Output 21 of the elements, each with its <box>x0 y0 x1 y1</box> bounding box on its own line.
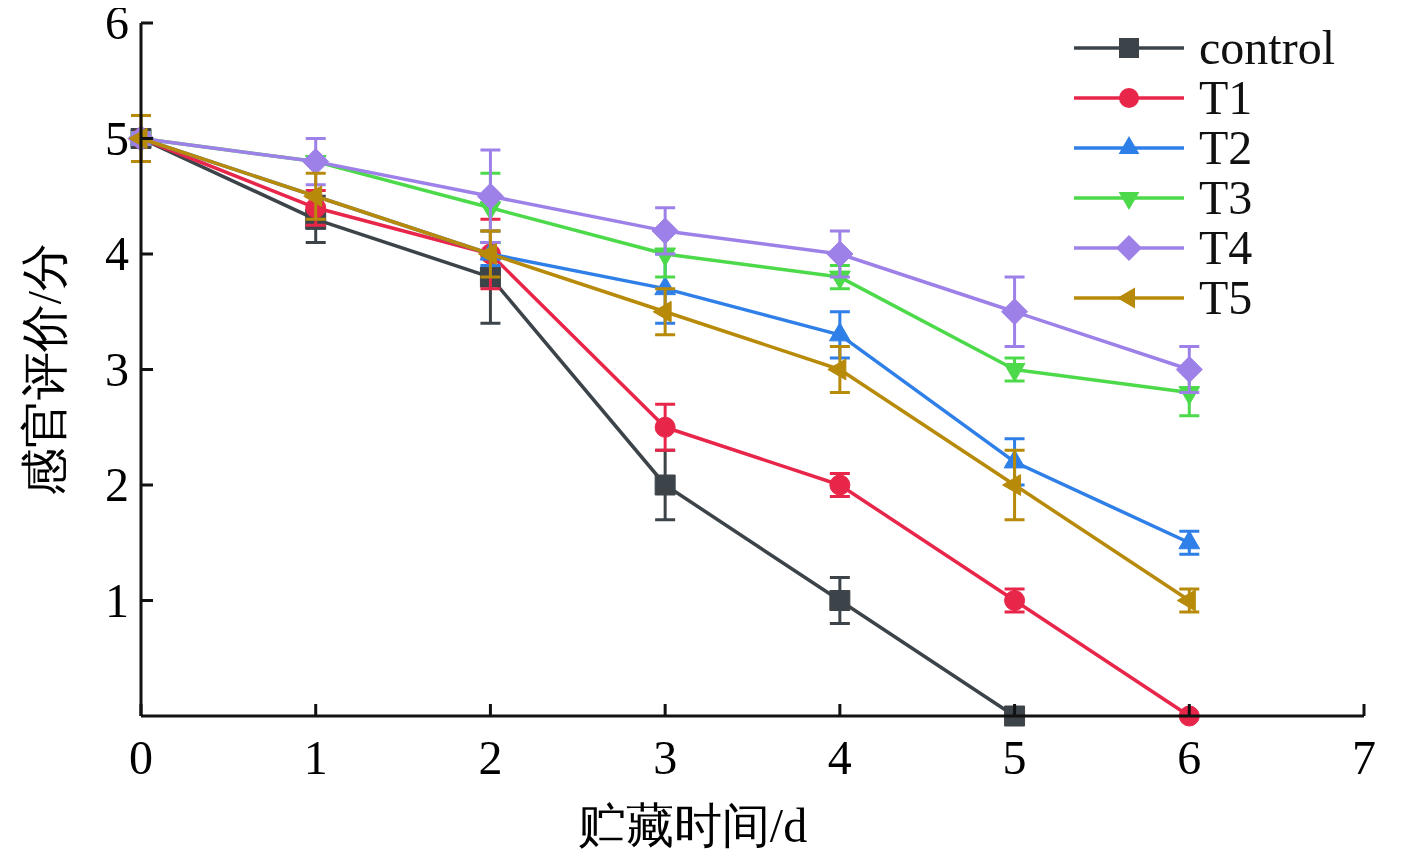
legend-label: T3 <box>1199 171 1253 224</box>
x-tick-label: 1 <box>303 731 328 784</box>
y-tick-label: 4 <box>105 227 129 280</box>
legend-label: T2 <box>1199 121 1253 174</box>
legend-label: control <box>1199 21 1335 74</box>
x-tick-label: 0 <box>129 731 153 784</box>
legend-label: T5 <box>1199 271 1253 324</box>
x-tick-label: 7 <box>1352 731 1376 784</box>
x-tick-label: 6 <box>1177 731 1202 784</box>
x-tick-label: 2 <box>478 731 503 784</box>
x-axis-title: 贮藏时间/d <box>577 799 808 852</box>
x-tick-label: 5 <box>1002 731 1027 784</box>
legend-label: T1 <box>1199 71 1253 124</box>
legend-label: T4 <box>1199 221 1253 274</box>
y-tick-label: 5 <box>105 111 129 165</box>
x-tick-label: 4 <box>827 731 852 784</box>
y-axis-title: 感官评价/分 <box>18 242 71 497</box>
x-tick-label: 3 <box>653 731 678 784</box>
y-tick-label: 2 <box>105 458 129 511</box>
y-tick-label: 1 <box>105 573 129 627</box>
y-tick-label: 3 <box>105 342 129 396</box>
